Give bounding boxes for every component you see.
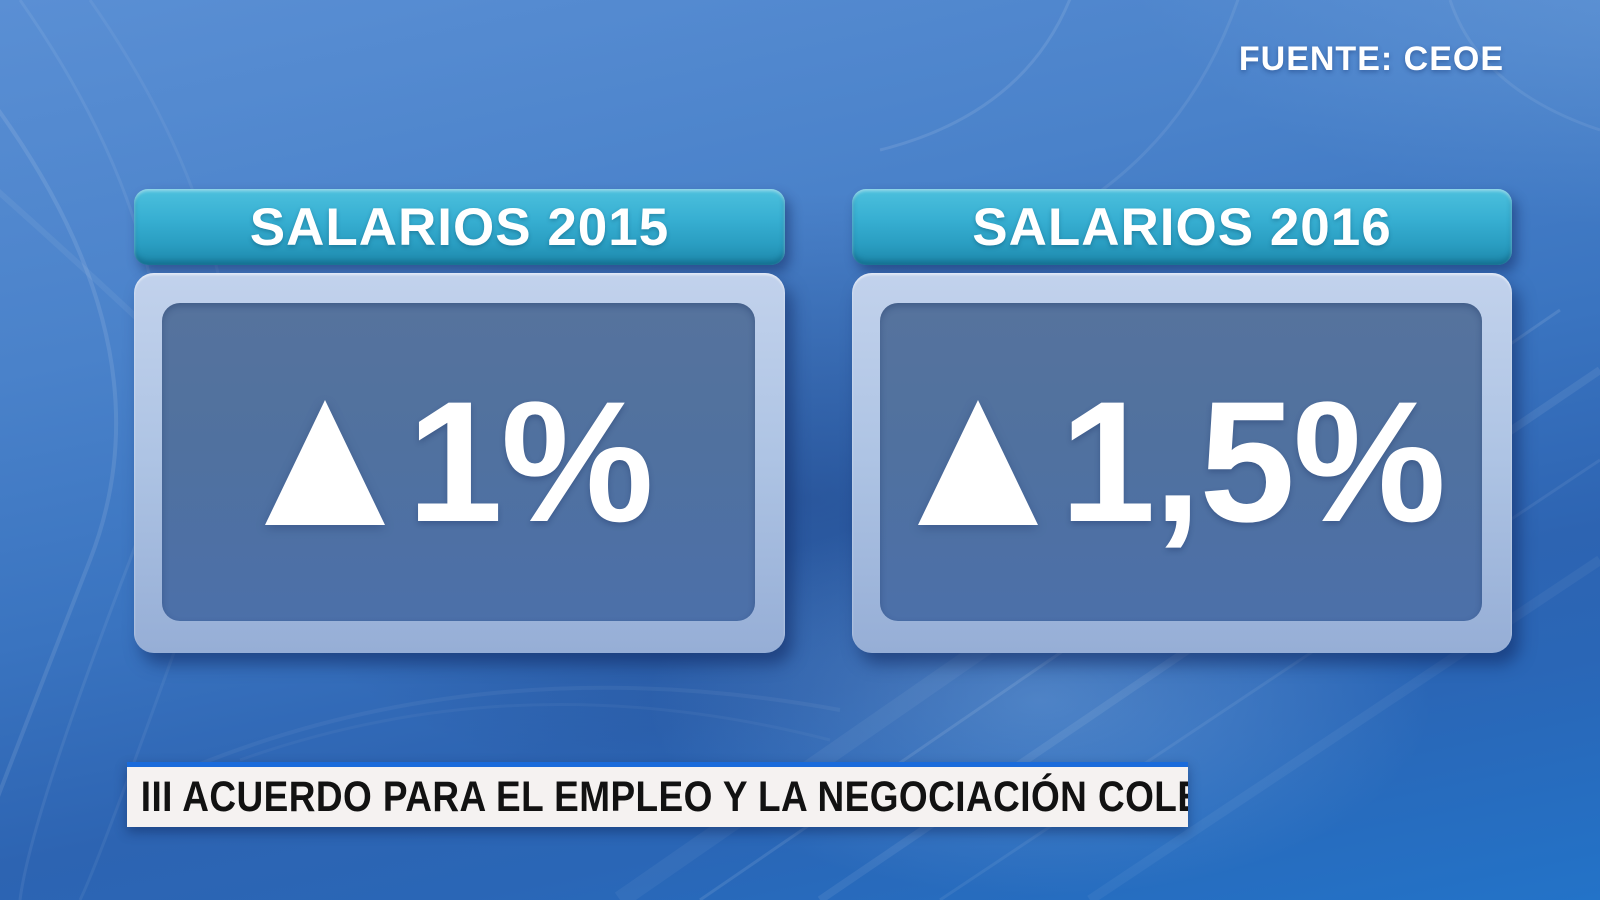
card-header-2016: SALARIOS 2016 [852, 189, 1512, 265]
card-header-2015: SALARIOS 2015 [134, 189, 785, 265]
value-panel-2016: 1,5% [880, 303, 1482, 621]
card-title-2016: SALARIOS 2016 [972, 197, 1392, 257]
salary-card-2015: SALARIOS 2015 1% [134, 189, 785, 653]
source-attribution: FUENTE: CEOE [1238, 40, 1504, 78]
salary-increase-value-2016: 1,5% [1059, 366, 1446, 558]
card-body-2015: 1% [134, 273, 785, 653]
footer-title-banner: III ACUERDO PARA EL EMPLEO Y LA NEGOCIAC… [127, 762, 1188, 827]
increase-triangle-icon [265, 399, 386, 525]
card-title-2015: SALARIOS 2015 [249, 197, 670, 257]
increase-triangle-icon [917, 399, 1038, 525]
value-panel-2015: 1% [162, 303, 755, 621]
card-body-2016: 1,5% [852, 273, 1512, 653]
salary-increase-value-2015: 1% [407, 366, 654, 558]
salary-card-2016: SALARIOS 2016 1,5% [852, 189, 1512, 653]
footer-title: III ACUERDO PARA EL EMPLEO Y LA NEGOCIAC… [140, 772, 1188, 821]
